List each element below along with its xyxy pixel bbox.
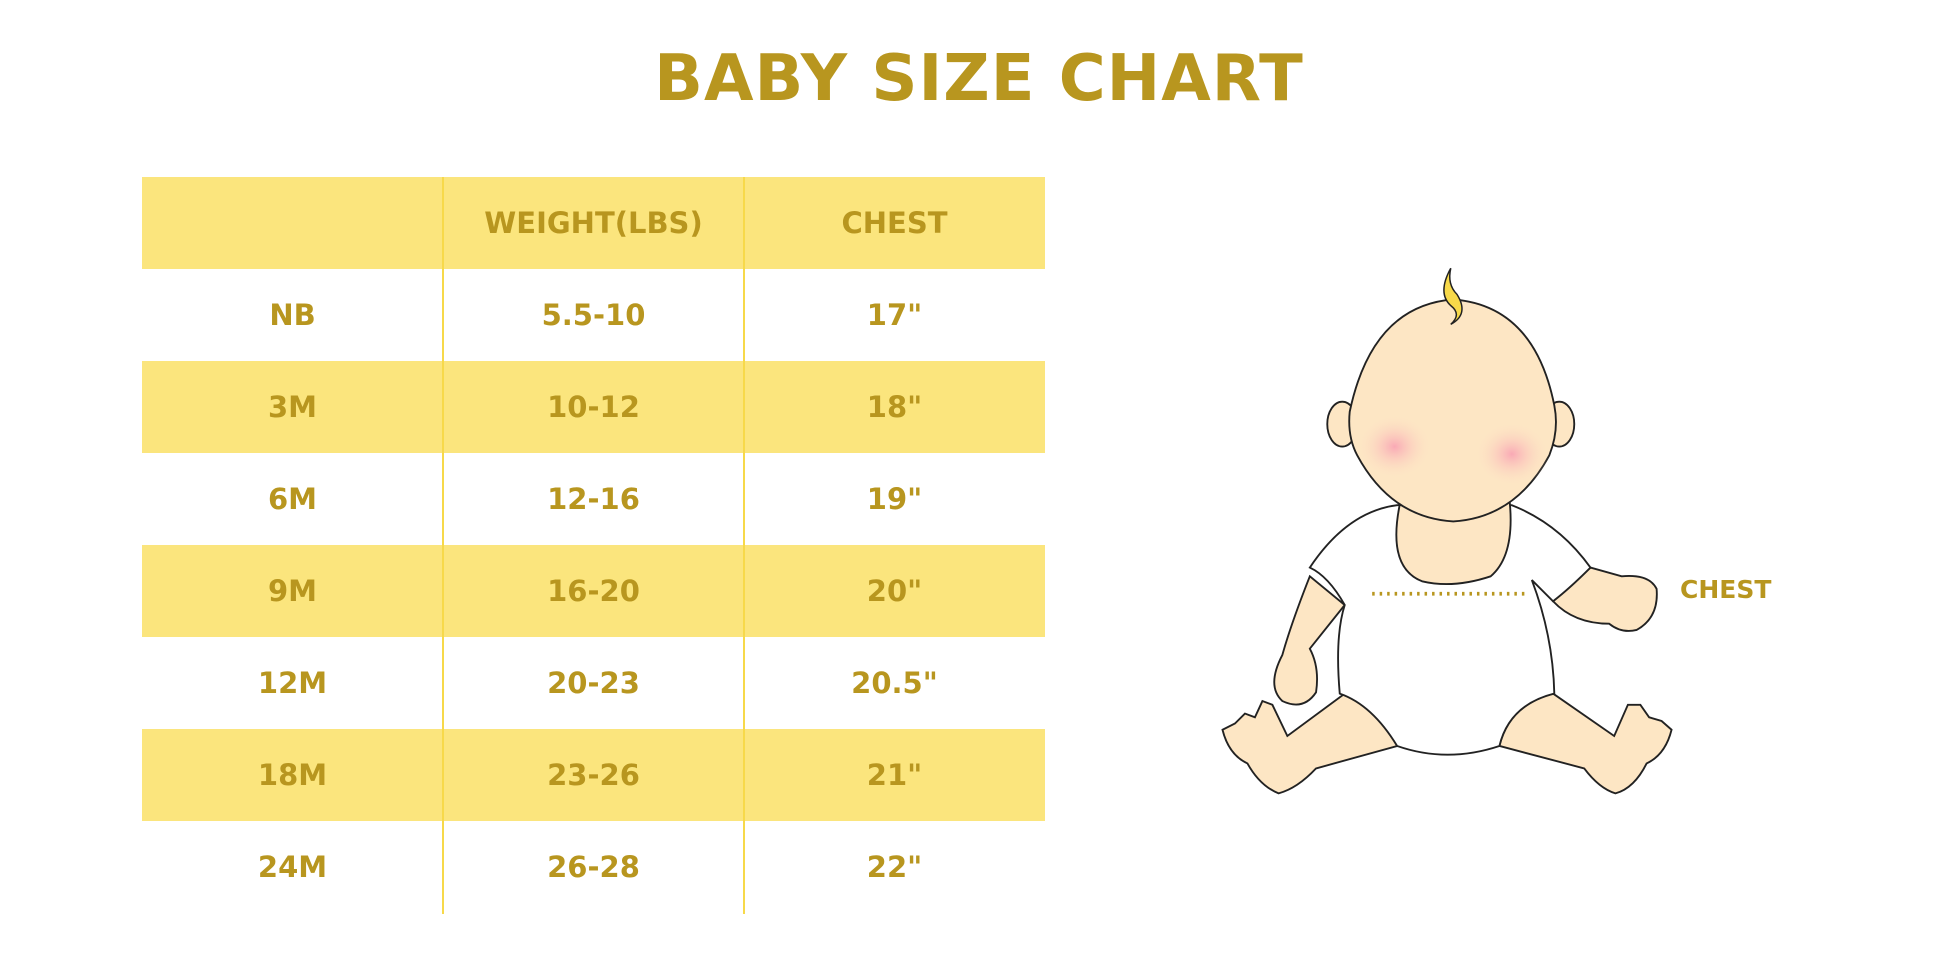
table-row: 24M 26-28 22" — [142, 821, 1045, 913]
table-header-row: WEIGHT(LBS) CHEST — [142, 177, 1045, 269]
table-row: NB 5.5-10 17" — [142, 269, 1045, 361]
chest-cell: 20.5" — [851, 666, 938, 700]
size-cell: 3M — [267, 390, 318, 424]
column-divider — [743, 177, 745, 914]
chest-cell: 17" — [866, 298, 923, 332]
header-chest: CHEST — [841, 206, 948, 240]
size-cell: 6M — [267, 482, 318, 516]
size-cell: NB — [269, 298, 316, 332]
size-cell: 9M — [267, 574, 318, 608]
chest-cell: 20" — [866, 574, 923, 608]
table-row: 9M 16-20 20" — [142, 545, 1045, 637]
weight-cell: 16-20 — [547, 574, 640, 608]
weight-cell: 12-16 — [547, 482, 640, 516]
header-weight: WEIGHT(LBS) — [484, 206, 703, 240]
table-row: 3M 10-12 18" — [142, 361, 1045, 453]
chest-cell: 19" — [866, 482, 923, 516]
page-title: BABY SIZE CHART — [654, 42, 1304, 116]
size-cell: 12M — [257, 666, 328, 700]
weight-cell: 26-28 — [547, 850, 640, 884]
table-row: 12M 20-23 20.5" — [142, 637, 1045, 729]
hair-curl-icon — [1443, 267, 1463, 325]
weight-cell: 20-23 — [547, 666, 640, 700]
table-row: 18M 23-26 21" — [142, 729, 1045, 821]
column-divider — [442, 177, 444, 914]
table-row: 6M 12-16 19" — [142, 453, 1045, 545]
size-cell: 18M — [257, 758, 328, 792]
size-cell: 24M — [257, 850, 328, 884]
chest-label: CHEST — [1680, 575, 1772, 604]
chest-cell: 18" — [866, 390, 923, 424]
chest-cell: 21" — [866, 758, 923, 792]
size-table: WEIGHT(LBS) CHEST NB 5.5-10 17" 3M 10-12… — [142, 177, 1045, 913]
weight-cell: 5.5-10 — [541, 298, 646, 332]
chest-cell: 22" — [866, 850, 923, 884]
weight-cell: 23-26 — [547, 758, 640, 792]
weight-cell: 10-12 — [547, 390, 640, 424]
